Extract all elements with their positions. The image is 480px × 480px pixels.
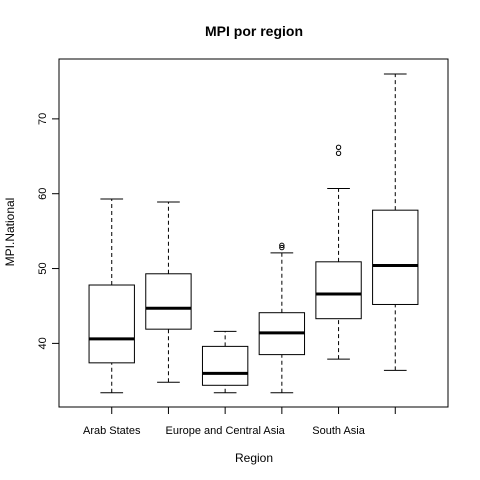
y-axis-label: MPI.National bbox=[3, 198, 17, 267]
x-tick-label: South Asia bbox=[312, 425, 365, 437]
outlier-point bbox=[279, 242, 285, 249]
x-tick-label: Europe and Central Asia bbox=[166, 425, 286, 437]
y-tick-label: 60 bbox=[37, 188, 49, 200]
x-axis-label: Region bbox=[235, 451, 273, 465]
iqr-box bbox=[201, 345, 249, 386]
outlier-point bbox=[279, 244, 285, 251]
y-tick-label: 50 bbox=[37, 262, 49, 274]
iqr-box bbox=[145, 273, 192, 330]
iqr-box bbox=[88, 284, 135, 364]
y-tick-label: 40 bbox=[37, 337, 49, 349]
outlier-point bbox=[335, 150, 342, 156]
iqr-box bbox=[372, 209, 419, 305]
y-tick-label: 70 bbox=[37, 113, 49, 125]
chart-marks: 40 50 60 70 Arab States Europe and Central As… bbox=[37, 73, 419, 437]
chart-title: MPI por region bbox=[205, 23, 303, 39]
iqr-box bbox=[315, 261, 362, 320]
x-tick-label: Arab States bbox=[83, 425, 141, 437]
outlier-point bbox=[335, 144, 342, 151]
